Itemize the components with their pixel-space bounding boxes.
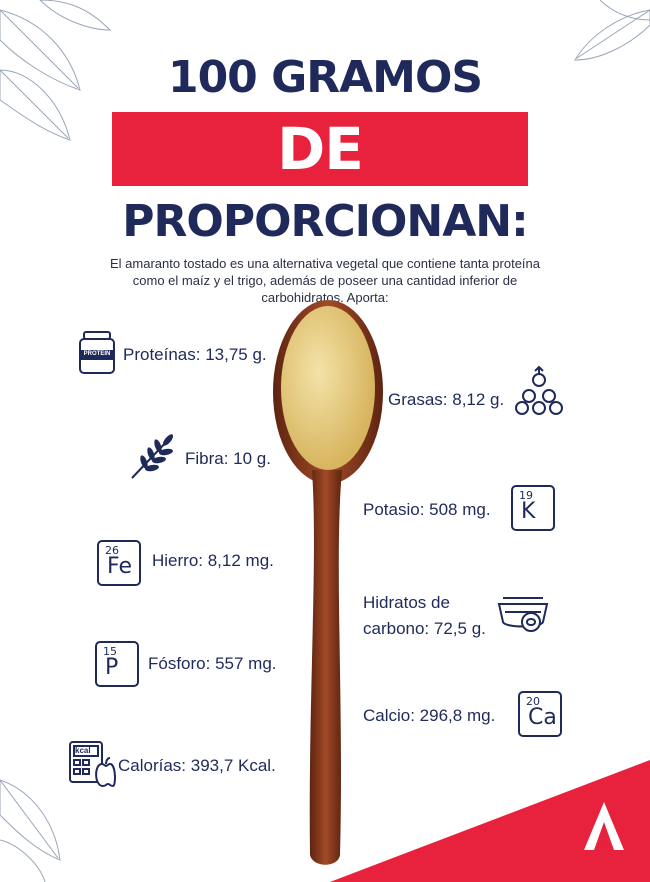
intro-paragraph: El amaranto tostado es una alternativa v… bbox=[109, 256, 540, 305]
protein-jar-label: PROTEIN bbox=[83, 351, 111, 357]
calcium-symbol: Ca bbox=[528, 705, 557, 730]
phosphorus-symbol: P bbox=[105, 655, 119, 680]
brand-logo-icon bbox=[584, 802, 624, 850]
potasio-label: Potasio: 508 mg. bbox=[363, 500, 491, 519]
carb-bowl-icon bbox=[497, 597, 549, 632]
title-line-2: DE AMARANTO bbox=[136, 115, 504, 257]
iron-element-icon: 26 Fe bbox=[97, 540, 141, 586]
phosphorus-number: 15 bbox=[103, 645, 117, 658]
hierro-label: Hierro: 8,12 mg. bbox=[152, 551, 274, 570]
calculator-display-text: kcal bbox=[75, 746, 91, 755]
red-corner-triangle bbox=[330, 760, 650, 882]
calcium-element-icon: 20 Ca bbox=[518, 691, 562, 737]
fosforo-label: Fósforo: 557 mg. bbox=[148, 654, 277, 673]
iron-symbol: Fe bbox=[107, 554, 132, 579]
spoon-with-amaranth-illustration bbox=[273, 300, 383, 865]
hidratos-label-line-2: carbono: 72,5 g. bbox=[363, 619, 486, 638]
hidratos-label-line-1: Hidratos de bbox=[363, 593, 450, 612]
leaf-decoration-bottom-left bbox=[0, 779, 61, 882]
title-line-3: PROPORCIONAN: bbox=[122, 196, 528, 247]
calculator-apple-icon bbox=[69, 741, 116, 788]
leaf-decoration-top-right bbox=[574, 0, 650, 61]
leaf-decoration-top-left bbox=[0, 0, 112, 141]
protein-jar-icon bbox=[79, 331, 115, 374]
calcio-label: Calcio: 296,8 mg. bbox=[363, 706, 496, 725]
potassium-number: 19 bbox=[519, 489, 533, 502]
wheat-icon bbox=[131, 434, 174, 479]
calorias-label: Calorías: 393,7 Kcal. bbox=[118, 756, 276, 775]
title-line-1: 100 GRAMOS bbox=[167, 52, 483, 103]
title-highlight-band bbox=[112, 112, 528, 186]
fat-molecules-icon bbox=[515, 366, 563, 415]
fibra-label: Fibra: 10 g. bbox=[185, 449, 271, 468]
potassium-symbol: K bbox=[521, 499, 536, 524]
potassium-element-icon: 19 K bbox=[511, 485, 555, 531]
iron-number: 26 bbox=[105, 544, 119, 557]
phosphorus-element-icon: 15 P bbox=[95, 641, 139, 687]
proteinas-label: Proteínas: 13,75 g. bbox=[123, 345, 267, 364]
grasas-label: Grasas: 8,12 g. bbox=[388, 390, 505, 409]
calcium-number: 20 bbox=[526, 695, 540, 708]
